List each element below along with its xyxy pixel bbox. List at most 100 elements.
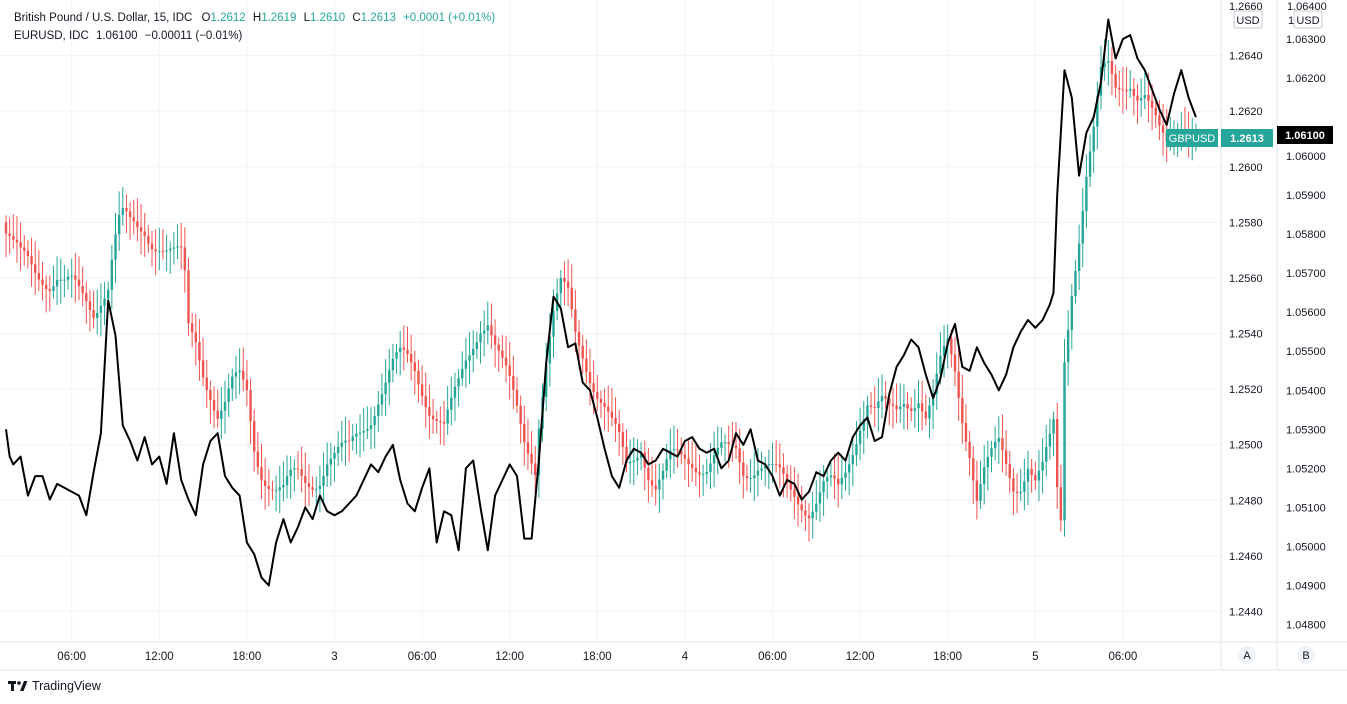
candle-body [1121, 89, 1125, 91]
candle-body [964, 422, 968, 442]
candle-body [428, 407, 431, 416]
candle-body [285, 476, 289, 486]
candle-body [344, 440, 347, 443]
price-tick-label-right: 1.04800 [1286, 619, 1326, 631]
time-tick-label: 4 [682, 651, 689, 663]
candle-body [263, 480, 267, 487]
candle-body [8, 233, 11, 237]
price-tick-label-right: 1.06200 [1286, 73, 1326, 85]
candle-body [289, 469, 292, 477]
main-series-legend[interactable]: British Pound / U.S. Dollar, 15, IDC O1.… [14, 12, 495, 24]
candle-body [486, 325, 489, 331]
candle-body [917, 403, 920, 409]
candle-body [869, 405, 873, 407]
candle-body [23, 247, 26, 251]
candle-body [953, 354, 957, 372]
candle-body [862, 419, 865, 431]
candle-body [665, 459, 668, 471]
candle-body [858, 430, 862, 445]
candle-body [906, 403, 909, 409]
candle-body [928, 405, 931, 419]
candle-body [1074, 270, 1077, 296]
candle-body [223, 402, 227, 411]
candle-body [669, 450, 672, 460]
candle-body [789, 482, 792, 490]
price-tick-label-right: 1.05900 [1286, 190, 1326, 202]
candle-body [570, 287, 573, 310]
candle-body [931, 393, 935, 406]
candle-body [409, 354, 413, 363]
candle-body [924, 411, 927, 419]
currency-box-right[interactable] [1293, 10, 1323, 29]
time-tick-label: 12:00 [495, 651, 524, 663]
candle-body [475, 342, 479, 349]
price-axis-right[interactable]: 1.06300 1.06200 1.06000 1.05900 1.05800 1.057… [1286, 34, 1326, 631]
candle-body [913, 408, 917, 411]
candle-body [198, 342, 201, 361]
candle-body [654, 485, 657, 490]
candle-body [968, 441, 971, 459]
candle-body [351, 436, 354, 442]
candle-body [1034, 475, 1037, 481]
tradingview-name: TradingView [32, 679, 101, 693]
candle-body [442, 422, 446, 424]
candle-body [1056, 419, 1059, 488]
candle-body [1088, 151, 1092, 177]
candle-body [482, 330, 486, 334]
candle-body [4, 222, 8, 234]
candle-body [650, 480, 654, 486]
time-tick-label: 12:00 [145, 651, 174, 663]
scale-button-b[interactable] [1297, 646, 1315, 664]
price-axis-left[interactable]: 1.2640 1.2620 1.2600 1.2580 1.2560 1.2540 1.25… [1229, 51, 1263, 619]
time-tick-label: 06:00 [57, 651, 86, 663]
candle-body [304, 475, 307, 484]
candle-body [70, 275, 73, 277]
currency-box-left[interactable] [1233, 10, 1263, 29]
candle-body [910, 408, 913, 411]
candle-body [172, 247, 176, 249]
candle-body [158, 251, 161, 253]
candle-body [1015, 491, 1019, 493]
candle-body [756, 470, 760, 476]
candle-body [406, 349, 409, 355]
price-tick-label-right: 1.05700 [1286, 268, 1326, 280]
time-axis[interactable]: 06:00 12:00 18:00 3 06:00 12:00 18:00 4 06:00 12:… [57, 651, 1137, 663]
currency-label-left: USD [1236, 15, 1259, 27]
candle-body [384, 382, 387, 395]
candle-body [362, 430, 365, 433]
time-tick-label: 12:00 [846, 651, 875, 663]
legend-o-label: O [201, 12, 211, 24]
candle-body [548, 336, 552, 364]
candle-body [983, 467, 986, 485]
candle-body [37, 272, 41, 280]
candle-body [760, 468, 763, 471]
candle-body [74, 275, 77, 280]
compare-series-legend[interactable]: EURUSD, IDC 1.06100 −0.00011 (−0.01%) [14, 30, 242, 42]
legend-c-label: C [352, 12, 361, 24]
candle-body [99, 305, 103, 313]
candle-body [399, 347, 402, 352]
scale-button-a[interactable] [1238, 646, 1256, 664]
candle-body [1139, 98, 1143, 101]
grid-lines [0, 0, 1221, 642]
candle-body [1143, 95, 1146, 99]
candle-body [48, 289, 51, 291]
tradingview-branding[interactable]: TradingView [8, 679, 101, 693]
candle-body [12, 236, 15, 240]
candle-body [377, 404, 380, 417]
candle-body [125, 207, 128, 212]
candle-body [369, 425, 373, 430]
price-tick-label-left: 1.2600 [1229, 162, 1263, 174]
candle-body [161, 251, 165, 253]
candle-body [552, 310, 555, 337]
candle-body [274, 490, 278, 492]
candle-body [293, 468, 296, 470]
candle-body [782, 467, 785, 474]
candle-body [245, 379, 249, 391]
candle-body [1150, 100, 1154, 108]
candle-body [774, 463, 778, 465]
candle-body [691, 464, 694, 468]
candle-body [891, 403, 895, 406]
candle-body [464, 360, 468, 369]
